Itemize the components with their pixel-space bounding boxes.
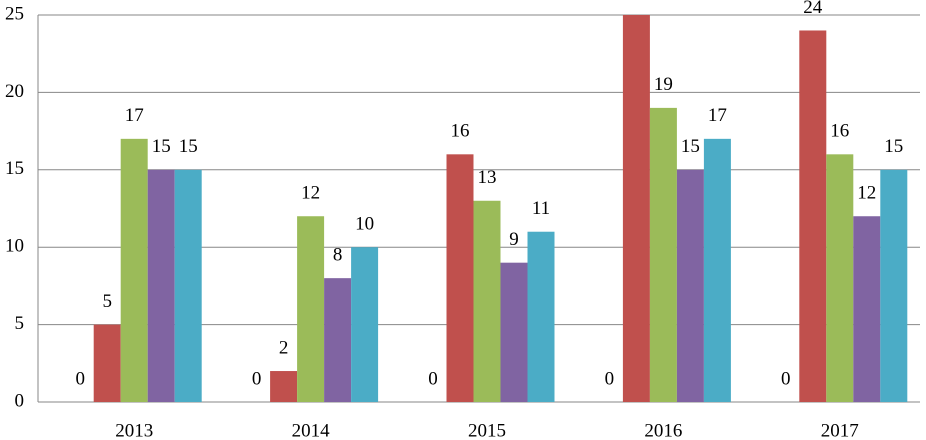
data-label: 15 [884, 136, 903, 157]
data-label: 9 [509, 229, 519, 250]
bar [853, 216, 881, 402]
data-label: 16 [451, 121, 470, 142]
bar [351, 247, 379, 402]
bar [473, 200, 501, 402]
bar [649, 107, 677, 402]
y-tick-label: 25 [5, 3, 24, 24]
data-label: 17 [708, 105, 727, 126]
bar [270, 371, 298, 402]
y-tick-label: 5 [15, 313, 25, 334]
data-label: 11 [532, 198, 550, 219]
data-label: 12 [301, 183, 320, 204]
bar [297, 216, 325, 402]
bar [446, 154, 474, 402]
x-tick-label: 2017 [821, 420, 859, 440]
data-label: 0 [428, 368, 438, 389]
data-label: 10 [355, 214, 374, 235]
data-label: 13 [478, 167, 497, 188]
bar [799, 30, 827, 402]
data-label: 0 [75, 368, 85, 389]
bar [500, 262, 528, 402]
data-label: 16 [830, 121, 849, 142]
bar [676, 169, 704, 402]
bar [826, 154, 854, 402]
bar [622, 15, 650, 402]
y-tick-label: 0 [15, 390, 25, 411]
data-label: 2 [279, 337, 289, 358]
bar [527, 231, 555, 402]
y-tick-label: 15 [5, 158, 24, 179]
data-label: 17 [125, 105, 144, 126]
data-label: 15 [152, 136, 171, 157]
x-tick-label: 2013 [115, 420, 153, 440]
x-tick-label: 2015 [468, 420, 506, 440]
x-tick-label: 2016 [644, 420, 682, 440]
data-label: 15 [681, 136, 700, 157]
data-label: 0 [605, 368, 615, 389]
data-label: 0 [781, 368, 791, 389]
data-label: 12 [857, 183, 876, 204]
data-label: 19 [654, 74, 673, 95]
bar [703, 138, 731, 402]
x-tick-label: 2014 [292, 420, 331, 440]
data-label: 0 [252, 368, 262, 389]
bar [880, 169, 908, 402]
bar [174, 169, 202, 402]
bar [93, 324, 121, 402]
bar [324, 278, 352, 402]
y-tick-label: 20 [5, 81, 24, 102]
data-label: 5 [102, 291, 112, 312]
bar [120, 138, 148, 402]
data-label: 25 [627, 0, 646, 2]
y-tick-label: 10 [5, 236, 24, 257]
bar [147, 169, 175, 402]
data-label: 8 [333, 245, 343, 266]
data-label: 15 [179, 136, 198, 157]
data-label: 24 [803, 0, 823, 18]
